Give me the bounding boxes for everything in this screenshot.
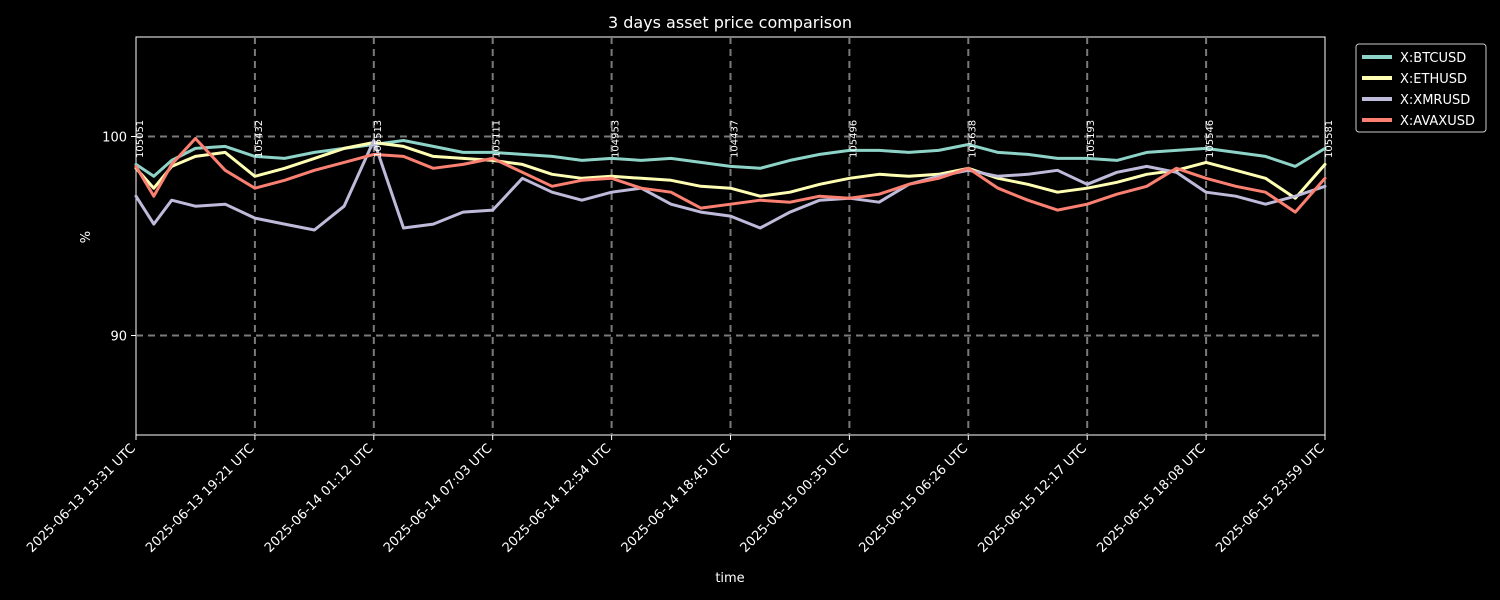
price-annotation: 104437 (730, 120, 741, 158)
price-annotation: 105581 (1324, 120, 1335, 158)
series-line-xavaxusd (134, 137, 1327, 214)
x-tick-label: 2025-06-15 23:59 UTC (1213, 441, 1328, 556)
x-tick-label: 2025-06-15 18:08 UTC (1094, 441, 1209, 556)
series-line-xbtcusd (134, 139, 1327, 178)
y-tick-layer: 90 100 (102, 131, 136, 345)
chart-title: 3 days asset price comparison (608, 13, 852, 32)
annotation-layer: 105051 105432 105513 105111 104953 104437 1054… (135, 120, 1335, 158)
y-tick-label: 90 (110, 330, 127, 345)
x-tick-label: 2025-06-13 13:31 UTC (24, 441, 139, 556)
legend-entry-label: X:XMRUSD (1400, 93, 1470, 108)
x-tick-label: 2025-06-15 00:35 UTC (738, 441, 853, 556)
x-tick-label: 2025-06-13 19:21 UTC (143, 441, 258, 556)
price-annotation: 105638 (967, 120, 978, 158)
legend-entry-label: X:AVAXUSD (1400, 114, 1475, 129)
price-annotation: 105111 (492, 120, 503, 158)
price-annotation: 105513 (373, 120, 384, 158)
price-annotation: 105432 (254, 120, 265, 158)
x-tick-label: 2025-06-15 06:26 UTC (857, 441, 972, 556)
x-tick-label: 2025-06-15 12:17 UTC (975, 441, 1090, 556)
series-line-xethusd (134, 141, 1327, 200)
price-annotation: 105546 (1205, 120, 1216, 158)
grid-layer (136, 37, 1325, 435)
series-layer (134, 137, 1327, 232)
x-tick-label: 2025-06-14 18:45 UTC (619, 441, 734, 556)
legend-entry-label: X:BTCUSD (1400, 51, 1466, 66)
x-tick-label: 2025-06-14 01:12 UTC (262, 441, 377, 556)
x-tick-label: 2025-06-14 07:03 UTC (381, 441, 496, 556)
x-tick-layer: 2025-06-13 13:31 UTC 2025-06-13 19:21 UTC… (24, 435, 1328, 556)
legend-frame (1355, 43, 1487, 133)
x-tick-label: 2025-06-14 12:54 UTC (500, 441, 615, 556)
y-tick-label: 100 (102, 131, 127, 146)
legend: X:BTCUSD X:ETHUSD X:XMRUSD X:AVAXUSD (1355, 43, 1487, 133)
y-axis-label: % (79, 231, 94, 243)
price-annotation: 105193 (1086, 120, 1097, 158)
series-line-xxmrusd (134, 139, 1327, 232)
x-axis-label: time (715, 571, 744, 586)
price-annotation: 104953 (611, 120, 622, 158)
price-annotation: 105496 (848, 120, 859, 158)
legend-entry-label: X:ETHUSD (1400, 72, 1467, 87)
price-annotation: 105051 (135, 120, 146, 158)
